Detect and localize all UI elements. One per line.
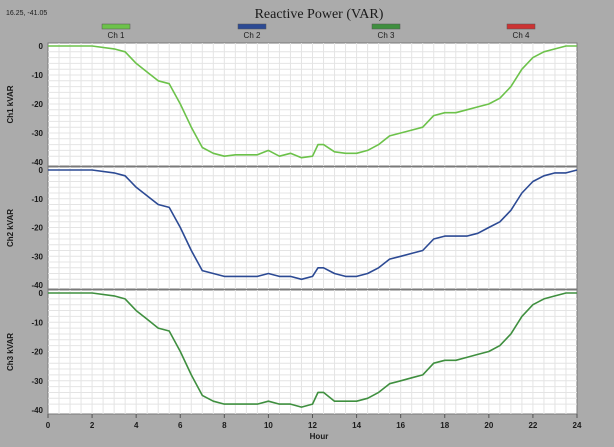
y-tick-label: -30 xyxy=(31,377,43,386)
x-tick-label: 2 xyxy=(90,421,95,430)
x-tick-label: 18 xyxy=(440,421,449,430)
legend-label-ch4: Ch 4 xyxy=(513,31,530,40)
x-tick-label: 16 xyxy=(396,421,405,430)
x-tick-label: 0 xyxy=(46,421,51,430)
x-axis-title: Hour xyxy=(310,432,329,441)
legend-label-ch2: Ch 2 xyxy=(244,31,261,40)
y-tick-label: -10 xyxy=(31,318,43,327)
y-tick-label: -40 xyxy=(31,281,43,290)
y-tick-label: -20 xyxy=(31,224,43,233)
x-tick-label: 22 xyxy=(528,421,537,430)
x-tick-label: 14 xyxy=(352,421,361,430)
x-tick-label: 10 xyxy=(264,421,273,430)
legend-label-ch1: Ch 1 xyxy=(108,31,125,40)
y-tick-label: -20 xyxy=(31,100,43,109)
y-axis-title-ch1: Ch1 kVAR xyxy=(6,85,15,123)
x-tick-label: 6 xyxy=(178,421,183,430)
legend-swatch-ch1 xyxy=(101,23,131,30)
y-tick-label: -20 xyxy=(31,348,43,357)
y-tick-label: -30 xyxy=(31,252,43,261)
x-axis: 0 2 4 6 8 10 12 14 16 18 20 22 24 xyxy=(46,414,582,430)
legend-swatch-ch3 xyxy=(371,23,401,30)
x-tick-label: 12 xyxy=(308,421,317,430)
series-line-ch1 xyxy=(48,45,577,159)
x-tick-label: 20 xyxy=(484,421,493,430)
series-line-ch3 xyxy=(48,292,577,408)
x-tick-label: 4 xyxy=(134,421,139,430)
panel-ch1: 0 -10 -20 -30 -40 Ch1 kVAR xyxy=(6,42,578,167)
y-tick-label: 0 xyxy=(39,42,44,51)
panel-ch3: 0 -10 -20 -30 -40 Ch3 kVAR xyxy=(6,289,578,415)
legend-label-ch3: Ch 3 xyxy=(378,31,395,40)
y-tick-label: -40 xyxy=(31,158,43,167)
panel-ch2: 0 -10 -20 -30 -40 Ch2 kVAR xyxy=(6,166,578,290)
x-tick-label: 8 xyxy=(222,421,227,430)
plot-panels: 0 -10 -20 -30 -40 Ch1 kVAR 0 -10 -20 -30 -40 Ch2 kV… xyxy=(6,42,578,415)
y-tick-label: -40 xyxy=(31,406,43,415)
legend-swatch-ch4 xyxy=(506,23,536,30)
y-tick-label: -30 xyxy=(31,129,43,138)
legend-swatch-ch2 xyxy=(237,23,267,30)
y-tick-label: 0 xyxy=(39,289,44,298)
y-tick-label: 0 xyxy=(39,166,44,175)
chart-title: Reactive Power (VAR) xyxy=(255,7,384,22)
y-tick-label: -10 xyxy=(31,71,43,80)
legend: Ch 1 Ch 2 Ch 3 Ch 4 xyxy=(101,23,536,40)
series-line-ch2 xyxy=(48,169,578,281)
cursor-readout: 16.25, -41.05 xyxy=(6,10,47,17)
y-axis-title-ch2: Ch2 kVAR xyxy=(6,209,15,247)
y-tick-label: -10 xyxy=(31,195,43,204)
x-tick-label: 24 xyxy=(573,421,582,430)
y-axis-title-ch3: Ch3 kVAR xyxy=(6,333,15,371)
